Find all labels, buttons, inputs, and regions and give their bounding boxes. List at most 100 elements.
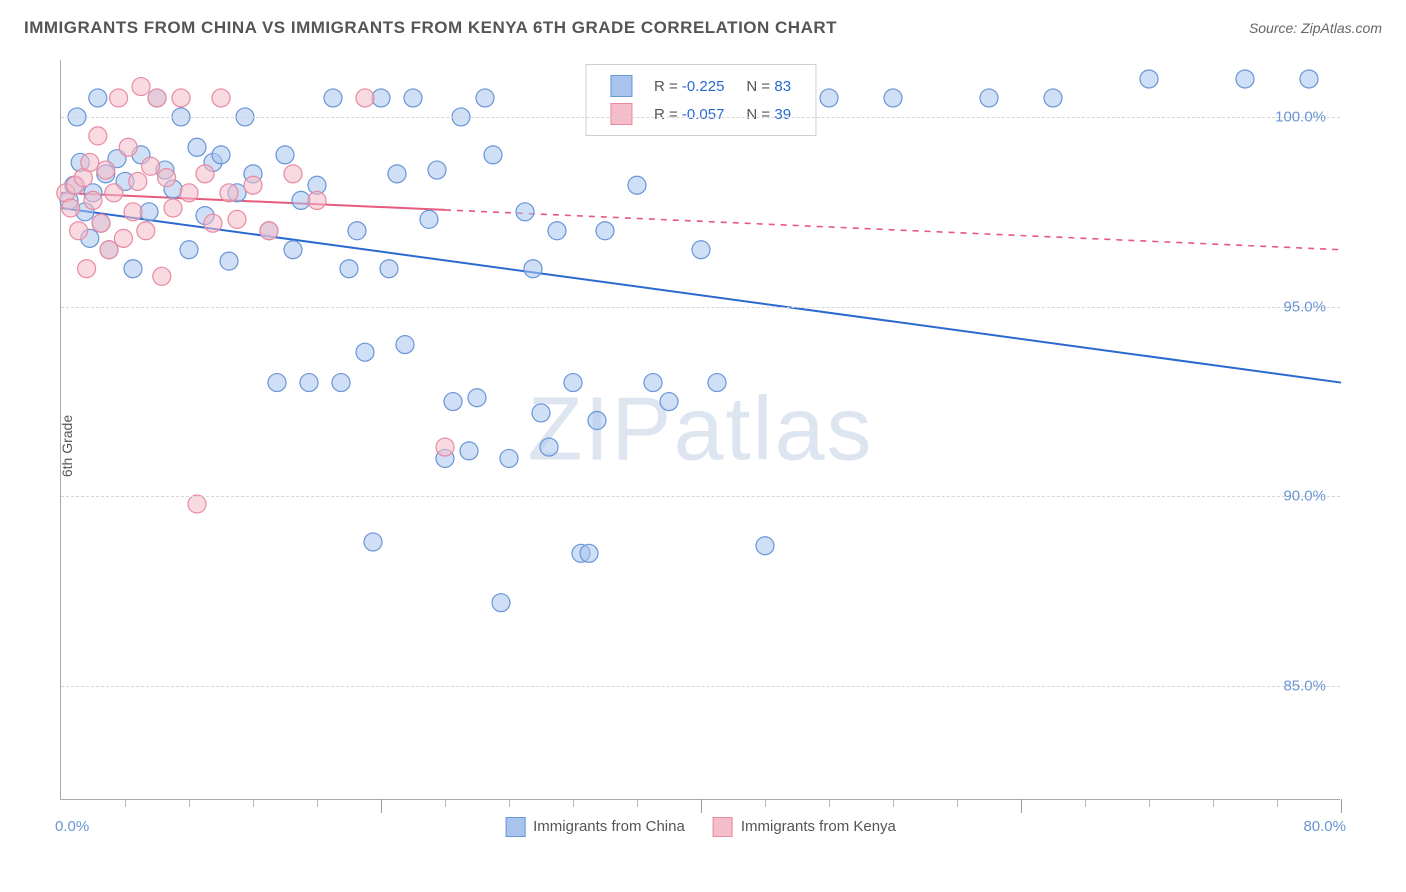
data-point: [124, 203, 142, 221]
data-point: [180, 241, 198, 259]
data-point: [884, 89, 902, 107]
data-point: [110, 89, 128, 107]
y-tick-label: 95.0%: [1283, 298, 1326, 315]
data-point: [708, 374, 726, 392]
data-point: [564, 374, 582, 392]
legend-label-china: Immigrants from China: [533, 818, 685, 835]
x-tick: [637, 799, 638, 807]
data-point: [396, 336, 414, 354]
data-point: [660, 393, 678, 411]
data-point: [596, 222, 614, 240]
x-tick: [509, 799, 510, 807]
x-max-label: 80.0%: [1303, 818, 1346, 835]
legend-row-kenya: R = -0.057 N = 39: [600, 101, 801, 127]
correlation-table: R = -0.225 N = 83 R = -0.057 N = 39: [598, 71, 803, 129]
x-tick: [381, 799, 382, 813]
y-tick-label: 100.0%: [1275, 108, 1326, 125]
chart-source: Source: ZipAtlas.com: [1249, 20, 1382, 36]
data-point: [1044, 89, 1062, 107]
data-point: [142, 157, 160, 175]
x-tick: [893, 799, 894, 807]
data-point: [172, 89, 190, 107]
data-point: [62, 199, 80, 217]
data-point: [284, 241, 302, 259]
x-tick: [957, 799, 958, 807]
data-point: [756, 537, 774, 555]
data-point: [70, 222, 88, 240]
data-point: [180, 184, 198, 202]
data-point: [1140, 70, 1158, 88]
data-point: [404, 89, 422, 107]
data-point: [84, 191, 102, 209]
data-point: [580, 544, 598, 562]
gridline: [61, 496, 1340, 497]
data-point: [308, 191, 326, 209]
data-point: [820, 89, 838, 107]
x-tick: [253, 799, 254, 807]
swatch-china: [610, 75, 632, 97]
data-point: [140, 203, 158, 221]
data-point: [92, 214, 110, 232]
data-point: [500, 449, 518, 467]
r-label: R = -0.057: [644, 101, 734, 127]
x-tick: [1085, 799, 1086, 807]
gridline: [61, 117, 1340, 118]
x-min-label: 0.0%: [55, 818, 89, 835]
data-point: [436, 438, 454, 456]
data-point: [212, 89, 230, 107]
legend-row-china: R = -0.225 N = 83: [600, 73, 801, 99]
data-point: [332, 374, 350, 392]
r-value-china: -0.225: [682, 78, 725, 95]
data-point: [97, 161, 115, 179]
data-point: [1236, 70, 1254, 88]
x-tick: [189, 799, 190, 807]
x-tick: [701, 799, 702, 813]
x-tick: [1341, 799, 1342, 813]
data-point: [420, 210, 438, 228]
data-point: [158, 169, 176, 187]
data-point: [516, 203, 534, 221]
data-point: [324, 89, 342, 107]
series-legend: Immigrants from China Immigrants from Ke…: [505, 817, 896, 837]
data-point: [980, 89, 998, 107]
data-point: [388, 165, 406, 183]
data-point: [204, 214, 222, 232]
data-point: [89, 89, 107, 107]
n-label: N = 39: [736, 101, 801, 127]
swatch-kenya: [610, 103, 632, 125]
data-point: [260, 222, 278, 240]
data-point: [492, 594, 510, 612]
data-point: [220, 252, 238, 270]
gridline: [61, 686, 1340, 687]
legend-item-china: Immigrants from China: [505, 817, 685, 837]
data-point: [484, 146, 502, 164]
data-point: [468, 389, 486, 407]
x-tick: [829, 799, 830, 807]
data-point: [364, 533, 382, 551]
data-point: [220, 184, 238, 202]
data-point: [129, 172, 147, 190]
data-point: [628, 176, 646, 194]
gridline: [61, 307, 1340, 308]
legend-label-kenya: Immigrants from Kenya: [741, 818, 896, 835]
data-point: [644, 374, 662, 392]
data-point: [268, 374, 286, 392]
r-label: R = -0.225: [644, 73, 734, 99]
data-point: [348, 222, 366, 240]
data-point: [548, 222, 566, 240]
data-point: [532, 404, 550, 422]
x-tick: [1213, 799, 1214, 807]
y-tick-label: 85.0%: [1283, 678, 1326, 695]
data-point: [196, 165, 214, 183]
points-layer: [61, 60, 1340, 799]
data-point: [188, 495, 206, 513]
data-point: [1300, 70, 1318, 88]
data-point: [524, 260, 542, 278]
x-tick: [573, 799, 574, 807]
swatch-kenya-bottom: [713, 817, 733, 837]
data-point: [212, 146, 230, 164]
data-point: [540, 438, 558, 456]
data-point: [692, 241, 710, 259]
data-point: [81, 153, 99, 171]
x-tick: [125, 799, 126, 807]
